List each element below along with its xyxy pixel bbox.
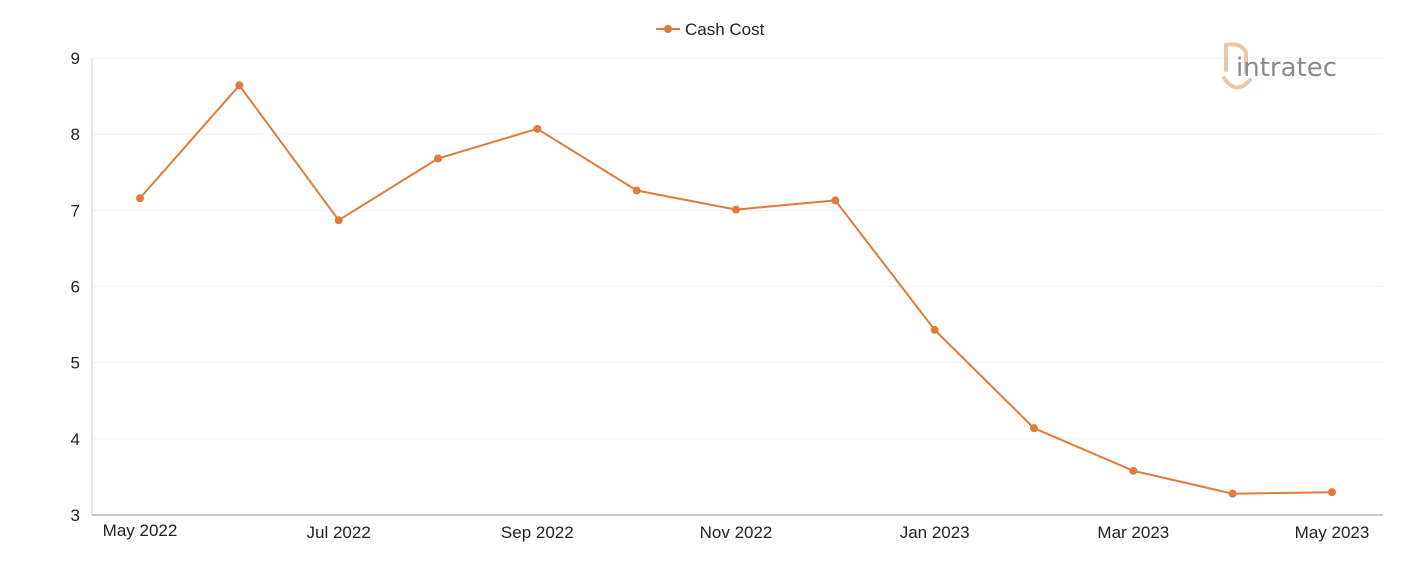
x-tick-label: May 2023 — [1295, 523, 1370, 542]
x-tick-labels: May 2022 Jul 2022 Sep 2022 Nov 2022 Jan 2023… — [103, 521, 1370, 542]
y-tick-label: 3 — [71, 506, 80, 525]
y-tick-label: 9 — [71, 49, 80, 68]
data-point[interactable] — [334, 216, 343, 225]
y-tick-label: 7 — [71, 201, 80, 220]
x-tick-label: May 2022 — [103, 521, 178, 540]
data-point[interactable] — [434, 154, 442, 163]
x-tick-label: Jan 2023 — [900, 523, 970, 542]
data-point[interactable] — [632, 186, 641, 195]
data-point[interactable] — [136, 194, 144, 203]
logo-text: intratec — [1236, 53, 1337, 83]
legend[interactable]: Cash Cost — [656, 20, 765, 39]
data-point[interactable] — [235, 81, 244, 90]
intratec-logo: intratec — [1222, 42, 1337, 90]
x-tick-label: Mar 2023 — [1097, 523, 1169, 542]
data-point[interactable] — [732, 205, 740, 214]
logo-mark-icon — [1222, 42, 1252, 90]
legend-label: Cash Cost — [685, 20, 765, 39]
x-tick-label: Sep 2022 — [501, 523, 574, 542]
grid-lines — [92, 57, 1383, 440]
legend-dot-marker — [664, 25, 672, 33]
data-point[interactable] — [1228, 489, 1237, 498]
x-tick-label: Jul 2022 — [307, 523, 371, 542]
data-point[interactable] — [533, 124, 542, 133]
x-tick-label: Nov 2022 — [700, 523, 773, 542]
data-point[interactable] — [1030, 424, 1038, 433]
series-points — [136, 81, 1336, 498]
series-lines — [139, 83, 1333, 495]
data-point[interactable] — [1328, 488, 1336, 497]
y-tick-label: 5 — [71, 354, 80, 373]
data-point[interactable] — [1129, 466, 1138, 475]
series-line-cash-cost[interactable] — [139, 83, 1333, 495]
data-point[interactable] — [831, 196, 840, 205]
y-tick-label: 4 — [71, 430, 80, 449]
axes — [91, 58, 1383, 516]
y-tick-labels: 3 4 5 6 7 8 9 — [71, 49, 80, 525]
y-tick-label: 8 — [71, 125, 80, 144]
data-point[interactable] — [930, 325, 939, 334]
y-tick-label: 6 — [71, 278, 80, 297]
